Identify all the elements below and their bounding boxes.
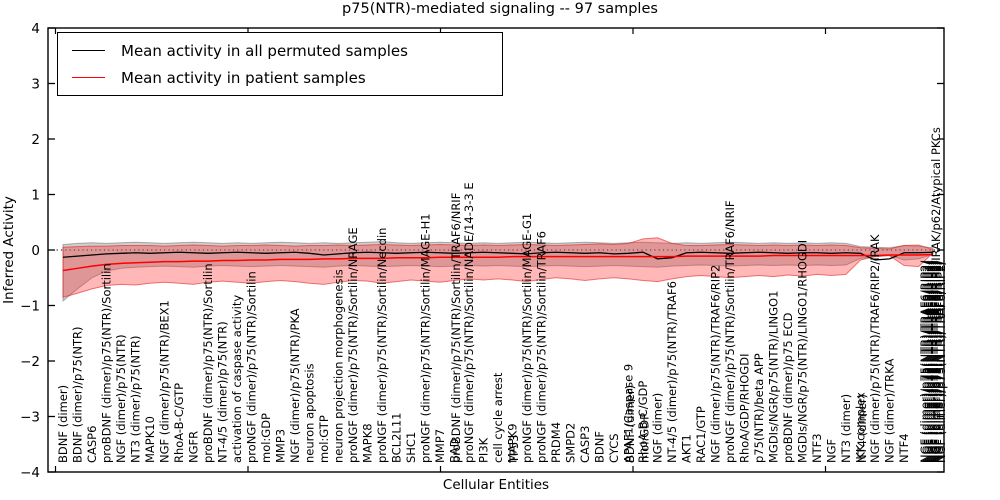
x-tick-label: NGF (dimer)/p75(NTR)/BEX1 (158, 300, 172, 463)
x-tick-label: NGFR (187, 431, 201, 463)
x-tick-label: MAPK10 (143, 416, 157, 463)
x-tick-label: BDNF (dimer) (56, 385, 70, 463)
x-tick-label: proNGF (dimer)/p75(NTR)/Sortilin (245, 271, 259, 463)
x-tick-label: MGDIs/NGR/p75(NTR)/LINGO1/RHOGDI (796, 240, 810, 463)
x-tick-label: CYCS (607, 433, 621, 463)
y-tick-label: 4 (31, 21, 40, 37)
legend-label-permuted: Mean activity in all permuted samples (121, 41, 408, 60)
x-tick-label: MMP7 (433, 429, 447, 463)
x-tick-label: neuron apoptosis (303, 363, 317, 463)
y-tick-label: −4 (20, 465, 40, 481)
x-tick-label: MAPK9 (506, 423, 520, 463)
x-tick-label: NGF (dimer) (651, 393, 665, 463)
x-tick-label: NGF (dimer)/p75(NTR)/TRAF6/RIP2 (709, 265, 723, 463)
x-tick-label: NGF (dimer)/p75(NTR)/PKA (288, 308, 302, 463)
x-tick-label: AKT1 (680, 434, 694, 463)
x-tick-label: proBDNF (dimer)/p75(NTR)/Sortilin (100, 263, 114, 463)
x-tick-label: mol:GDP (638, 413, 652, 463)
x-tick-label: MMP3 (274, 429, 288, 463)
x-tick-label: MAPK8 (361, 423, 375, 463)
x-tick-label: NT4 (dimer) (855, 394, 869, 463)
x-tick-label: RhoA-B-C/GDP (636, 381, 650, 463)
x-tick-label: MGDIs/NGR/p75(NTR)/LINGO1 (767, 291, 781, 463)
x-tick-label: APAF1/Caspase 9 (622, 364, 636, 463)
x-tick-label: NGF (dimer)/p75(NTR)/TRAF6/RIP2/ (932, 261, 946, 463)
x-tick-label: NGF (dimer)/p75(NTR)/TRAF6/RIP2/ (934, 261, 948, 463)
x-tick-label: proNGF (dimer)/p75(NTR)/Sortilin/MAGE-H1 (419, 213, 433, 463)
x-tick-label: CASP3 (578, 426, 592, 463)
x-tick-label: NGF (dimer)/p75(NTR)/TRAF6/RIP2/ (930, 261, 944, 463)
x-tick-label: NT-4/5 (dimer)/p75(NTR) (216, 321, 230, 463)
x-tick-label: NGF (dimer)/p75(NTR)/TRAF6/RIP2/ (928, 261, 942, 463)
x-tick-label: NT3 (dimer) (839, 394, 853, 463)
x-tick-label: NGF (dimer)/p75(NTR)/TRAF6/RIP2/ (920, 261, 934, 463)
x-tick-label: proNGF (dimer)/p75(NTR)/Sortilin/MAGE-G1 (520, 213, 534, 463)
legend-line-black-icon (72, 50, 105, 51)
x-tick-label: p75(NTR)/beta APP (752, 353, 766, 463)
x-tick-label: NGF (dimer)/p75(NTR) (114, 334, 128, 463)
legend-item-patient: Mean activity in patient samples (58, 65, 502, 90)
x-tick-label: proBDNF (dimer)/p75 ECD (781, 312, 795, 463)
legend-label-patient: Mean activity in patient samples (121, 68, 366, 87)
x-tick-label: NTF4 (897, 433, 911, 463)
x-tick-label: NGF (dimer)/p75(NTR)/TRAF6/RIP2/ (918, 261, 932, 463)
x-tick-label: NGF (dimer)/p75(NTR)/TRAF6/RIP2/ (924, 261, 938, 463)
x-tick-label: proNGF (dimer)/p75(NTR)/Sortilin/NRAGE (346, 227, 360, 463)
x-tick-label: BDNF (dimer) (623, 385, 637, 463)
legend: Mean activity in all permuted samples Me… (57, 32, 503, 96)
x-axis-label: Cellular Entities (442, 477, 550, 493)
x-tick-label: NT-4/5 (dimer)/p75(NTR)/TRAF6 (665, 281, 679, 463)
x-tick-label: NT3 (dimer)/p75(NTR) (129, 336, 143, 463)
x-tick-label: cell cycle arrest (491, 372, 505, 463)
x-tick-label: proBDNF (dimer)/p75(NTR)/Sortilin/TRAF6/… (449, 193, 463, 463)
y-tick-label: 3 (31, 76, 40, 92)
x-tick-label: NGF (dimer)/p75(NTR)/TRAF6/RIP2/ (926, 261, 940, 463)
chart-title: p75(NTR)-mediated signaling -- 97 sample… (342, 1, 658, 17)
x-tick-label: mol:GTP (317, 415, 331, 463)
x-tick-label: NGF (825, 439, 839, 463)
x-tick-label: CASP6 (85, 426, 99, 463)
permuted-mean-line (62, 251, 934, 261)
x-tick-label: proNGF (dimer)/p75(NTR)/Sortilin/Necdin (375, 228, 389, 463)
legend-line-red-icon (72, 77, 105, 78)
x-tick-label: NGF (dimer)/TRKA (883, 359, 897, 463)
x-tick-label: SHC1 (404, 432, 418, 463)
x-tick-label: SMPD2 (564, 423, 578, 463)
x-tick-label: NTF3 (810, 433, 824, 463)
y-tick-label: −1 (20, 298, 40, 314)
x-tick-label: PI3K (477, 437, 491, 463)
patient-mean-line (62, 253, 934, 272)
x-tick-label: BDNF (dimer)/p75(NTR) (71, 327, 85, 464)
x-tick-label: proBDNF (dimer)/p75(NTR)/Sortilin (201, 263, 215, 463)
x-tick-label: PRDM4 (549, 422, 563, 463)
x-tick-label: proNGF (dimer)/p75(NTR)/Sortilin/NADE/14… (462, 182, 476, 463)
x-tick-label: IKK complex (854, 392, 868, 463)
x-tick-label: NGF (dimer)/p75(NTR)/TRAF6/RIP2/IRAK/p62… (929, 127, 943, 463)
legend-item-permuted: Mean activity in all permuted samples (58, 38, 502, 63)
x-tick-label: RhoA/GDP/RHOGDI (738, 354, 752, 463)
x-tick-label: BDNF (593, 431, 607, 463)
x-tick-label: neuron projection morphogenesis (332, 269, 346, 463)
y-tick-label: 1 (31, 187, 40, 203)
x-tick-label: proNGF (dimer)/p75(NTR)/Sortilin/TRAF6 (535, 231, 549, 463)
y-tick-label: 2 (31, 132, 40, 148)
y-tick-label: −3 (20, 409, 40, 425)
x-tick-label: NGF (dimer)/p75(NTR)/TRAF6/RIP2/ (922, 261, 936, 463)
x-tick-label: BAD (448, 438, 462, 463)
x-tick-label: activation of caspase activity (230, 295, 244, 463)
x-tick-label: RhoA-B-C/GTP (172, 383, 186, 463)
x-tick-label: NGF (dimer)/p75(NTR)/TRAF6/RIP2/IRAK (868, 234, 882, 463)
x-tick-label: TP53 (507, 434, 521, 464)
x-tick-label: RAC1/GTP (694, 406, 708, 463)
x-tick-label: mol:GDP (259, 413, 273, 463)
y-tick-label: −2 (20, 354, 40, 370)
x-tick-label: BCL2L11 (390, 413, 404, 463)
y-tick-label: 0 (31, 243, 40, 259)
x-tick-label: proNGF (dimer)/p75(NTR)/Sortilin/TRAF6/N… (723, 201, 737, 463)
